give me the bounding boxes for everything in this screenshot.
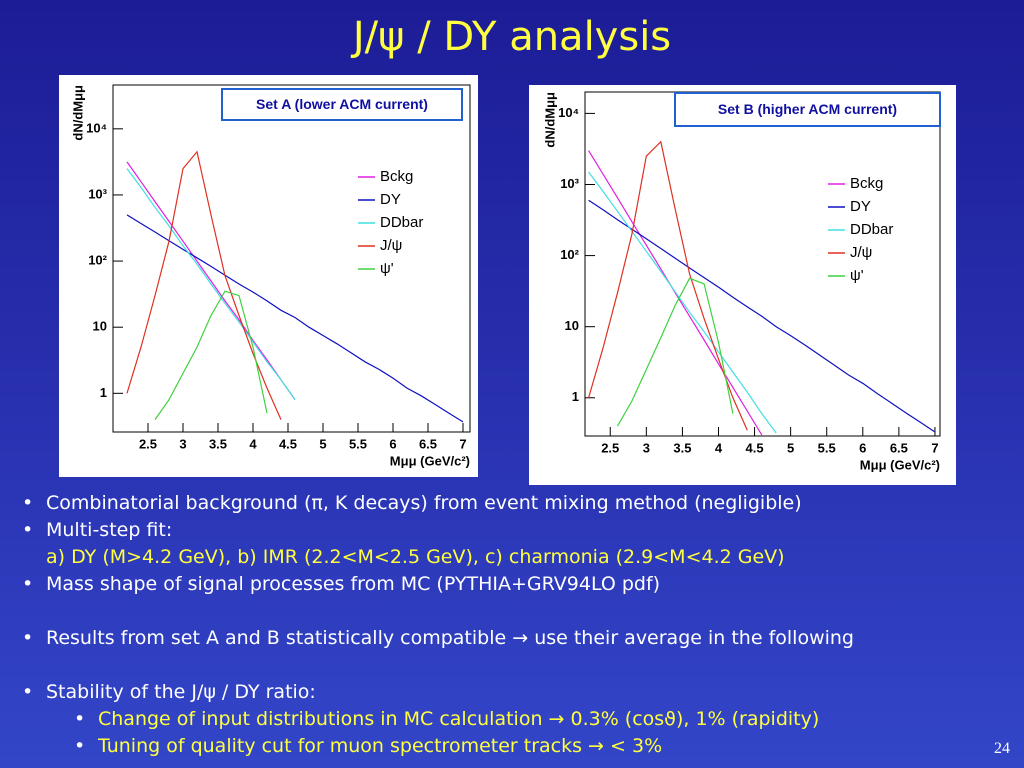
y-tick-label: 1: [100, 385, 107, 400]
bullet: • Multi-step fit:: [22, 517, 854, 544]
y-tick-label: 10⁴: [558, 105, 579, 120]
bullet-dot: •: [22, 492, 34, 514]
legend-label: J/ψ: [850, 244, 872, 261]
bullet-dot: •: [22, 681, 34, 703]
curve: [588, 199, 936, 433]
x-tick-label: 6: [859, 440, 866, 455]
x-axis-label: Mμμ (GeV/c²): [390, 453, 470, 468]
bullet: • Tuning of quality cut for muon spectrom…: [22, 733, 854, 760]
set-title: Set A (lower ACM current): [256, 96, 428, 112]
x-tick-label: 3: [179, 436, 186, 451]
y-tick-label: 1: [572, 389, 579, 404]
bullet: • Mass shape of signal processes from MC …: [22, 571, 854, 598]
x-tick-label: 5: [787, 440, 794, 455]
legend-label: Bckg: [380, 168, 413, 185]
bullet-text: Tuning of quality cut for muon spectrome…: [98, 735, 663, 757]
bullet-dot: •: [74, 708, 86, 730]
x-tick-label: 2.5: [139, 436, 157, 451]
legend-label: DDbar: [850, 221, 893, 238]
bullet-dot: •: [74, 735, 86, 757]
bullet-text: Mass shape of signal processes from MC (…: [46, 573, 661, 595]
x-axis-label: Mμμ (GeV/c²): [860, 457, 940, 472]
curve: [126, 214, 464, 423]
x-tick-label: 6.5: [890, 440, 908, 455]
set-box: [674, 92, 941, 127]
curve: [588, 140, 748, 431]
y-tick-label: 10: [565, 318, 579, 333]
y-tick-label: 10²: [560, 247, 579, 262]
curve: [616, 277, 734, 427]
x-tick-label: 3.5: [209, 436, 227, 451]
bullet: • Change of input distributions in MC cal…: [22, 706, 854, 733]
legend-label: DDbar: [380, 214, 423, 231]
curve: [126, 168, 296, 401]
curve: [588, 171, 777, 434]
y-tick-label: 10⁴: [86, 120, 107, 135]
y-tick-label: 10²: [88, 253, 107, 268]
page-number: 24: [994, 740, 1010, 757]
legend-label: DY: [380, 191, 401, 208]
x-tick-label: 5.5: [349, 436, 367, 451]
x-tick-label: 4: [249, 436, 257, 451]
bullet: • Combinatorial background (π, K decays) …: [22, 490, 854, 517]
frame: [112, 84, 471, 433]
y-axis-label: dN/dMμμ: [542, 92, 557, 148]
x-tick-label: 4.5: [746, 440, 764, 455]
x-tick-label: 2.5: [601, 440, 619, 455]
bullet-text: Results from set A and B statistically c…: [46, 627, 854, 649]
legend-label: ψ': [380, 260, 394, 277]
y-axis-label: dN/dMμμ: [70, 85, 85, 141]
curve: [126, 161, 296, 401]
set-box: [221, 88, 463, 121]
bullet-dot: •: [22, 519, 34, 541]
bullet-dot: •: [22, 627, 34, 649]
x-tick-label: 6.5: [419, 436, 437, 451]
plot-panel: [529, 85, 956, 485]
bullet-dot: •: [22, 573, 34, 595]
x-tick-label: 7: [459, 436, 466, 451]
bullet-text: Change of input distributions in MC calc…: [98, 708, 820, 730]
slide-title: J/ψ / DY analysis: [352, 14, 672, 60]
bullet-text: a) DY (M>4.2 GeV), b) IMR (2.2<M<2.5 GeV…: [46, 546, 785, 568]
bullet-text: Stability of the J/ψ / DY ratio:: [46, 681, 316, 703]
bullet: • Stability of the J/ψ / DY ratio:: [22, 679, 854, 706]
x-tick-label: 4: [715, 440, 723, 455]
bullet: • Results from set A and B statistically …: [22, 625, 854, 652]
set-title: Set B (higher ACM current): [718, 101, 897, 117]
bullet-text: Combinatorial background (π, K decays) f…: [46, 492, 802, 514]
legend-label: Bckg: [850, 175, 883, 192]
legend-label: DY: [850, 198, 871, 215]
curve: [154, 290, 268, 420]
legend-label: ψ': [850, 267, 864, 284]
y-tick-label: 10³: [560, 176, 579, 191]
bullet-list: • Combinatorial background (π, K decays) …: [22, 490, 854, 760]
x-tick-label: 6: [389, 436, 396, 451]
y-tick-label: 10³: [88, 186, 107, 201]
legend-label: J/ψ: [380, 237, 402, 254]
plots: 2.5 3 3.5 4 4.5 5 5.5 6 6.5 7 1 10 10² 10³ 10⁴ Mμμ (GeV…: [59, 75, 956, 485]
bullet-text: Multi-step fit:: [46, 519, 173, 541]
y-tick-label: 10: [93, 319, 107, 334]
x-tick-label: 5.5: [818, 440, 836, 455]
plot-panel: [59, 75, 478, 477]
x-tick-label: 5: [319, 436, 326, 451]
bullet: a) DY (M>4.2 GeV), b) IMR (2.2<M<2.5 GeV…: [22, 544, 854, 571]
x-tick-label: 3: [643, 440, 650, 455]
x-tick-label: 4.5: [279, 436, 297, 451]
x-tick-label: 7: [931, 440, 938, 455]
x-tick-label: 3.5: [673, 440, 691, 455]
